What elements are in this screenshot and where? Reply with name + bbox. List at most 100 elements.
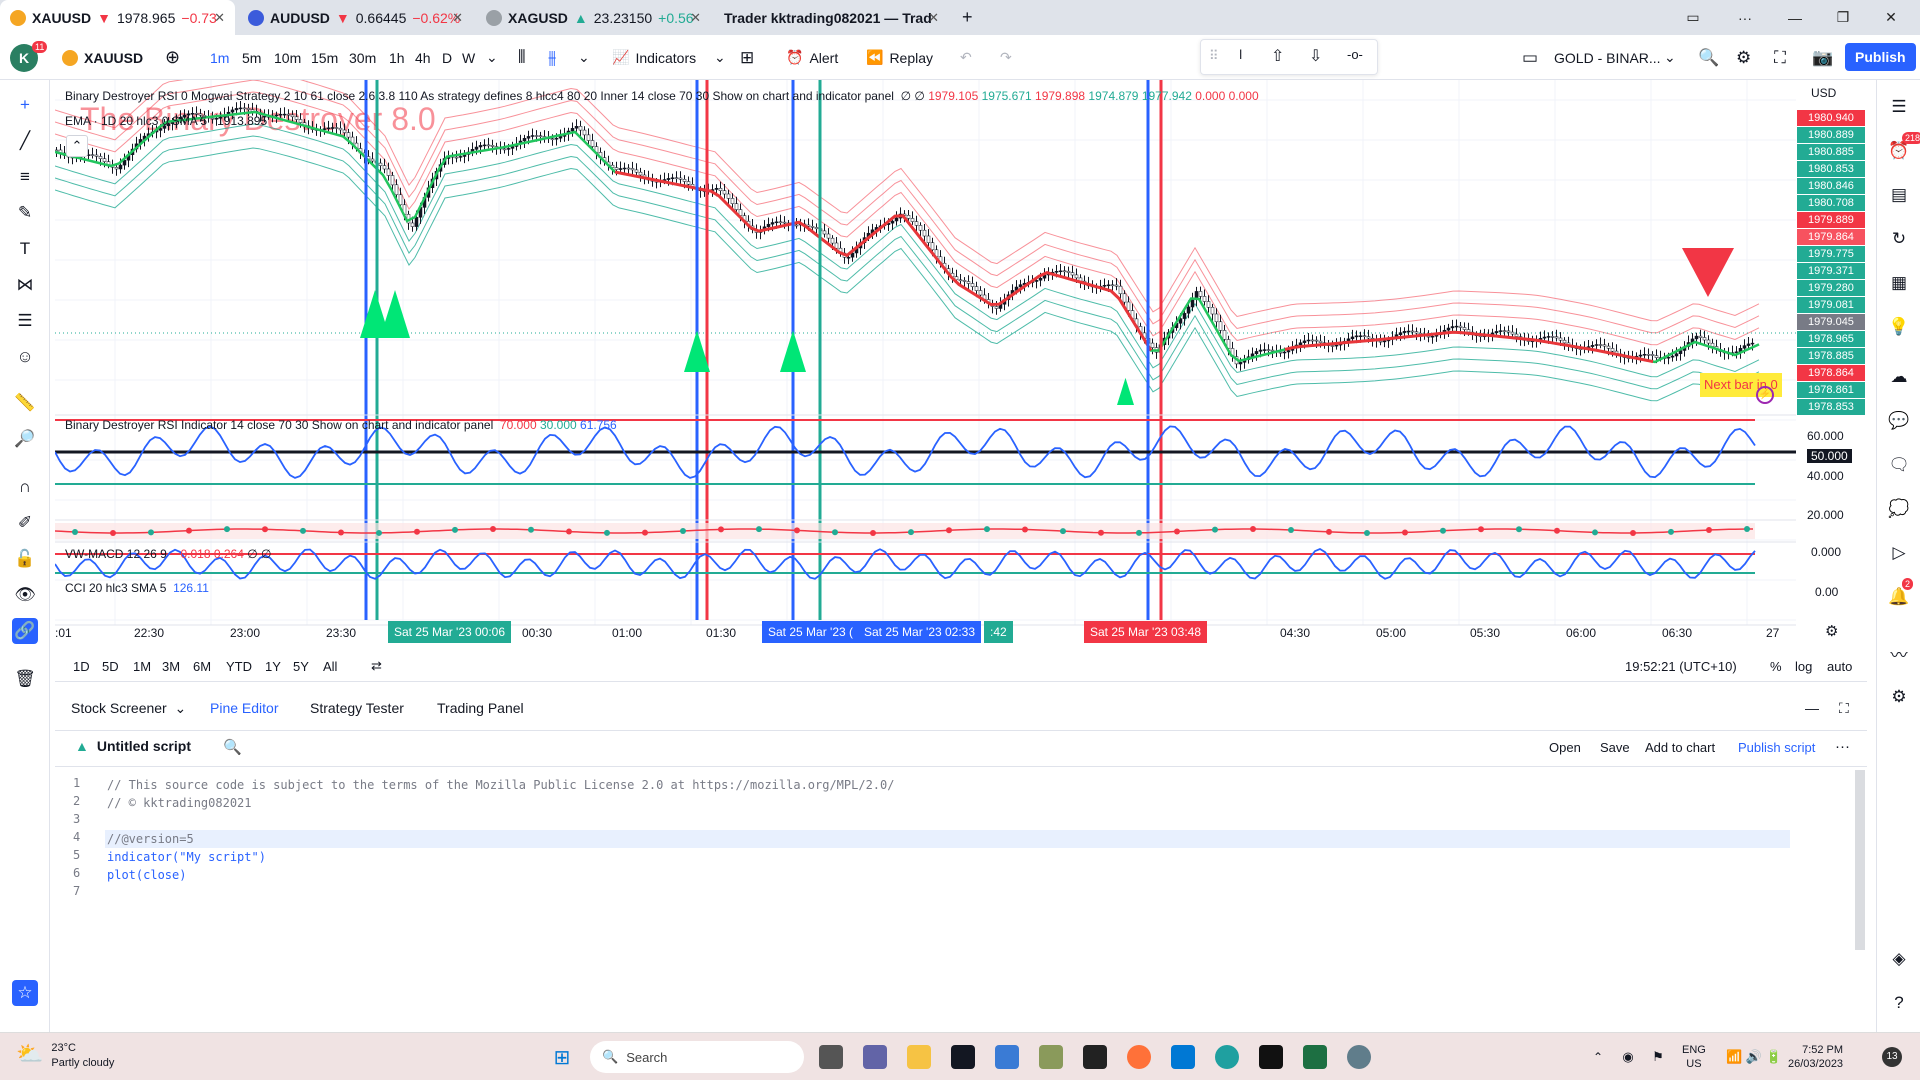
layout-name[interactable]: GOLD - BINAR...: [1554, 49, 1661, 66]
goto-date-icon[interactable]: ⇄: [371, 658, 382, 673]
ema-legend[interactable]: EMA · 1D 20 hlc3 0 SMA 5 1913.895: [65, 114, 267, 128]
hotlist-icon[interactable]: ↻: [1891, 229, 1907, 248]
app-icon[interactable]: [1036, 1033, 1066, 1081]
browser-tab-xauusd[interactable]: XAUUSD ▼ 1978.965 −0.73 ✕: [0, 0, 235, 35]
ruler-icon[interactable]: 📏: [14, 393, 36, 412]
replay-button[interactable]: ⏪ Replay: [866, 35, 933, 80]
tab-stock-screener[interactable]: Stock Screener ⌄: [71, 686, 186, 730]
browser-tab-xagusd[interactable]: XAGUSD ▲ 23.23150 +0.56 ✕: [476, 0, 711, 35]
chat-icon[interactable]: 💬: [1888, 411, 1910, 430]
interval-15m[interactable]: 15m: [311, 49, 339, 66]
range-6m[interactable]: 6M: [193, 658, 212, 674]
new-tab-button[interactable]: +: [962, 7, 973, 27]
range-3m[interactable]: 3M: [162, 658, 181, 674]
firefox-icon[interactable]: [1124, 1033, 1154, 1081]
crosshair-icon[interactable]: +: [20, 95, 30, 114]
close-tab-icon[interactable]: ✕: [690, 9, 701, 25]
code-line[interactable]: plot(close): [107, 868, 187, 882]
interval-1h[interactable]: 1h: [389, 49, 405, 66]
magnet-icon[interactable]: ∩: [18, 477, 32, 496]
messages-icon[interactable]: 🗨: [1888, 455, 1910, 474]
vertical-line-icon[interactable]: ǀ: [1239, 47, 1243, 62]
interval-5m[interactable]: 5m: [242, 49, 262, 66]
interval-30m[interactable]: 30m: [349, 49, 377, 66]
interval-dropdown-icon[interactable]: ⌄: [486, 49, 498, 65]
gear-icon[interactable]: ⚙: [1736, 47, 1752, 67]
close-tab-icon[interactable]: ✕: [928, 9, 939, 25]
open-button[interactable]: Open: [1549, 740, 1581, 755]
taskbar-search[interactable]: 🔍 Search: [590, 1041, 804, 1073]
notifications-icon[interactable]: 🔔 2: [1886, 578, 1914, 610]
indicators-button[interactable]: 📈 Indicators: [612, 35, 696, 80]
arrow-up-icon[interactable]: ⇧: [1271, 48, 1285, 65]
trend-line-icon[interactable]: ╱: [19, 131, 31, 150]
publish-script-button[interactable]: Publish script: [1738, 740, 1816, 755]
search-icon[interactable]: 🔍: [1698, 47, 1720, 67]
camera-icon[interactable]: 📷: [1812, 47, 1834, 67]
eye-icon[interactable]: 👁: [14, 585, 36, 604]
range-1m[interactable]: 1M: [133, 658, 152, 674]
range-5y[interactable]: 5Y: [293, 658, 309, 674]
price-scale[interactable]: USD 1980.940 1980.889 1980.885 1980.853 1980…: [1797, 80, 1867, 645]
lock-icon[interactable]: 🔓: [14, 549, 36, 568]
nvidia-icon[interactable]: [1256, 1033, 1286, 1081]
bar-type-icon[interactable]: ⫴: [518, 47, 526, 67]
emoji-icon[interactable]: ☺: [16, 347, 34, 366]
language-indicator[interactable]: ENG US: [1682, 1043, 1706, 1071]
windows-start-icon[interactable]: ⊞: [553, 1046, 571, 1069]
redo-icon[interactable]: ↷: [1000, 49, 1012, 65]
close-tab-icon[interactable]: ✕: [214, 9, 225, 25]
drag-handle-icon[interactable]: ⠿: [1209, 48, 1219, 63]
help-circle-icon[interactable]: ?: [1894, 993, 1904, 1012]
interval-10m[interactable]: 10m: [274, 49, 302, 66]
tradingview-app-icon[interactable]: [948, 1033, 978, 1081]
cci-legend[interactable]: CCI 20 hlc3 SMA 5 126.11: [65, 581, 209, 595]
layers-icon[interactable]: ◈: [1892, 949, 1906, 968]
tab-strategy-tester[interactable]: Strategy Tester: [310, 700, 404, 716]
file-explorer-icon[interactable]: [904, 1033, 934, 1081]
star-icon[interactable]: ☆: [12, 980, 38, 1006]
task-view-icon[interactable]: [816, 1033, 846, 1081]
save-button[interactable]: Save: [1600, 740, 1630, 755]
percent-toggle[interactable]: %: [1770, 658, 1782, 674]
code-line[interactable]: // This source code is subject to the te…: [107, 778, 895, 792]
range-1y[interactable]: 1Y: [265, 658, 281, 674]
undo-icon[interactable]: ↶: [960, 49, 972, 65]
candles-icon[interactable]: ⫵: [548, 47, 557, 67]
help-icon[interactable]: 💭: [1888, 499, 1910, 518]
text-icon[interactable]: T: [19, 239, 31, 258]
code-line[interactable]: indicator("My script"): [107, 850, 266, 864]
settings-icon[interactable]: ⚙: [1891, 687, 1907, 706]
add-to-chart-button[interactable]: Add to chart: [1645, 740, 1716, 755]
collapse-legend-button[interactable]: ⌃: [66, 135, 88, 157]
code-line[interactable]: //@version=5: [107, 832, 194, 846]
code-editor[interactable]: 1 // This source code is subject to the t…: [55, 776, 1835, 916]
ideas-icon[interactable]: 💡: [1888, 317, 1910, 336]
currency-selector[interactable]: USD: [1811, 86, 1837, 100]
notion-icon[interactable]: [1080, 1033, 1110, 1081]
range-1d[interactable]: 1D: [73, 658, 90, 674]
trash-icon[interactable]: 🗑: [14, 669, 36, 688]
alerts-icon[interactable]: ⏰ 218: [1886, 132, 1920, 164]
compare-symbol-icon[interactable]: ⊕: [165, 47, 181, 67]
macd-legend[interactable]: VW-MACD 12 26 9 −0.018 0.264 ∅ ∅: [65, 547, 272, 561]
symbol-search[interactable]: XAUUSD: [62, 35, 143, 80]
minimize-panel-icon[interactable]: —: [1805, 700, 1819, 716]
price-chart[interactable]: The Binary Destroyer 8.0: [55, 80, 1796, 645]
streams-icon[interactable]: ☁: [1890, 367, 1908, 386]
notification-count[interactable]: 13: [1882, 1047, 1902, 1067]
close-tab-icon[interactable]: ✕: [452, 9, 463, 25]
lightning-icon[interactable]: ⚡: [1756, 386, 1774, 404]
tab-trading-panel[interactable]: Trading Panel: [437, 700, 524, 716]
forecast-icon[interactable]: ☰: [17, 311, 33, 330]
indicators-dropdown-icon[interactable]: ⌄: [714, 49, 726, 65]
interval-w[interactable]: W: [462, 49, 476, 66]
publish-button[interactable]: Publish: [1845, 43, 1916, 71]
close-window-button[interactable]: ✕: [1885, 9, 1897, 25]
chart-settings-icon[interactable]: ⚙: [1825, 623, 1839, 640]
data-window-icon[interactable]: ▤: [1890, 185, 1908, 204]
interval-4h[interactable]: 4h: [415, 49, 431, 66]
tray-icon[interactable]: ⚑: [1652, 1049, 1664, 1064]
rsi-legend[interactable]: Binary Destroyer RSI Indicator 14 close …: [65, 418, 617, 432]
log-toggle[interactable]: log: [1795, 658, 1813, 674]
